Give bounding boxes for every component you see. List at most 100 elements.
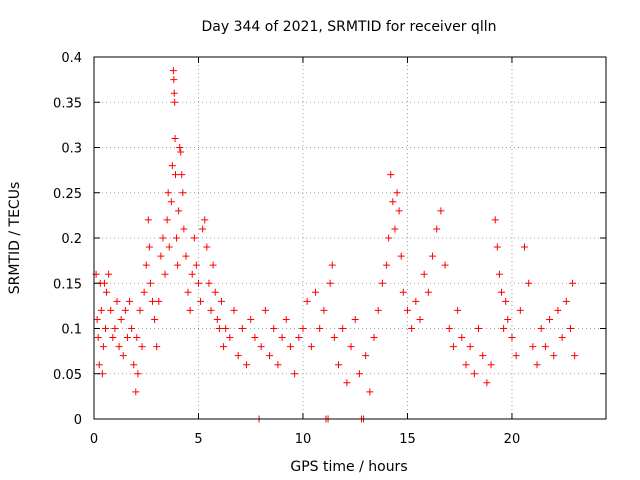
- data-point: [175, 207, 183, 215]
- data-point: [562, 297, 570, 305]
- data-point: [134, 370, 142, 378]
- data-point: [282, 315, 290, 323]
- data-point: [554, 306, 562, 314]
- data-point: [303, 297, 311, 305]
- data-point: [173, 234, 181, 242]
- data-point: [330, 334, 338, 342]
- data-point: [169, 67, 177, 75]
- y-tick-label: 0.1: [61, 323, 82, 338]
- data-point: [449, 343, 457, 351]
- data-point: [94, 334, 102, 342]
- data-point: [167, 198, 175, 206]
- data-point: [217, 297, 225, 305]
- data-point: [140, 288, 148, 296]
- data-point: [178, 171, 186, 179]
- x-tick-label: 15: [399, 432, 416, 447]
- data-point: [437, 207, 445, 215]
- x-tick-label: 20: [504, 432, 521, 447]
- data-point: [462, 361, 470, 369]
- data-point: [433, 225, 441, 233]
- data-point: [500, 325, 508, 332]
- data-point: [493, 243, 501, 251]
- data-point: [441, 261, 449, 269]
- data-point: [136, 306, 144, 314]
- data-point: [151, 315, 159, 323]
- data-point: [347, 343, 355, 351]
- y-tick-label: 0.15: [53, 277, 82, 292]
- data-point: [190, 234, 198, 242]
- y-tick-label: 0: [74, 413, 82, 428]
- data-point: [383, 261, 391, 269]
- data-point: [109, 334, 117, 342]
- data-point: [495, 270, 503, 278]
- y-axis-label: SRMTID / TECUs: [7, 182, 23, 295]
- y-tick-label: 0.4: [61, 51, 82, 66]
- data-point: [211, 288, 219, 296]
- data-point: [533, 361, 541, 369]
- data-point: [378, 279, 386, 287]
- data-point: [115, 343, 123, 351]
- data-point: [103, 288, 111, 296]
- data-point: [126, 297, 134, 305]
- data-point: [226, 334, 234, 342]
- data-point: [335, 361, 343, 369]
- data-point: [504, 315, 512, 323]
- y-tick-label: 0.25: [53, 187, 82, 202]
- data-point: [291, 370, 299, 378]
- data-point: [171, 98, 179, 106]
- data-point: [128, 325, 136, 332]
- data-point: [512, 352, 520, 360]
- data-point: [546, 315, 554, 323]
- data-point: [113, 297, 121, 305]
- data-point: [130, 361, 138, 369]
- data-point: [550, 352, 558, 360]
- data-point: [132, 388, 140, 396]
- data-point: [133, 334, 141, 342]
- data-point: [326, 279, 334, 287]
- data-point: [144, 216, 152, 224]
- data-point: [537, 325, 545, 332]
- data-point: [153, 343, 161, 351]
- data-point: [274, 361, 282, 369]
- data-point: [121, 306, 129, 314]
- data-point: [142, 261, 150, 269]
- data-point: [370, 334, 378, 342]
- data-point: [328, 261, 336, 269]
- data-point: [458, 334, 466, 342]
- data-point: [186, 306, 194, 314]
- data-point: [174, 261, 182, 269]
- data-point: [99, 343, 107, 351]
- data-point: [529, 343, 537, 351]
- data-point: [146, 279, 154, 287]
- data-point: [107, 306, 115, 314]
- data-point: [188, 270, 196, 278]
- data-point: [525, 279, 533, 287]
- data-point: [389, 198, 397, 206]
- data-point: [566, 325, 574, 332]
- data-point: [479, 352, 487, 360]
- data-point: [320, 306, 328, 314]
- data-point: [491, 216, 499, 224]
- data-point: [251, 334, 259, 342]
- data-point: [399, 288, 407, 296]
- data-point: [261, 306, 269, 314]
- data-point: [416, 315, 424, 323]
- data-point: [391, 225, 399, 233]
- data-point: [466, 343, 474, 351]
- x-axis-label: GPS time / hours: [290, 459, 407, 475]
- data-point: [163, 216, 171, 224]
- data-point: [286, 343, 294, 351]
- data-point: [393, 189, 401, 197]
- data-point: [97, 306, 105, 314]
- data-point: [205, 279, 213, 287]
- data-point: [184, 288, 192, 296]
- data-point: [138, 343, 146, 351]
- data-point: [470, 370, 478, 378]
- data-point: [487, 361, 495, 369]
- grid-lines: [94, 57, 606, 419]
- data-point: [475, 325, 483, 332]
- data-point: [213, 315, 221, 323]
- data-point: [98, 370, 106, 378]
- data-point: [454, 306, 462, 314]
- data-point: [445, 325, 453, 332]
